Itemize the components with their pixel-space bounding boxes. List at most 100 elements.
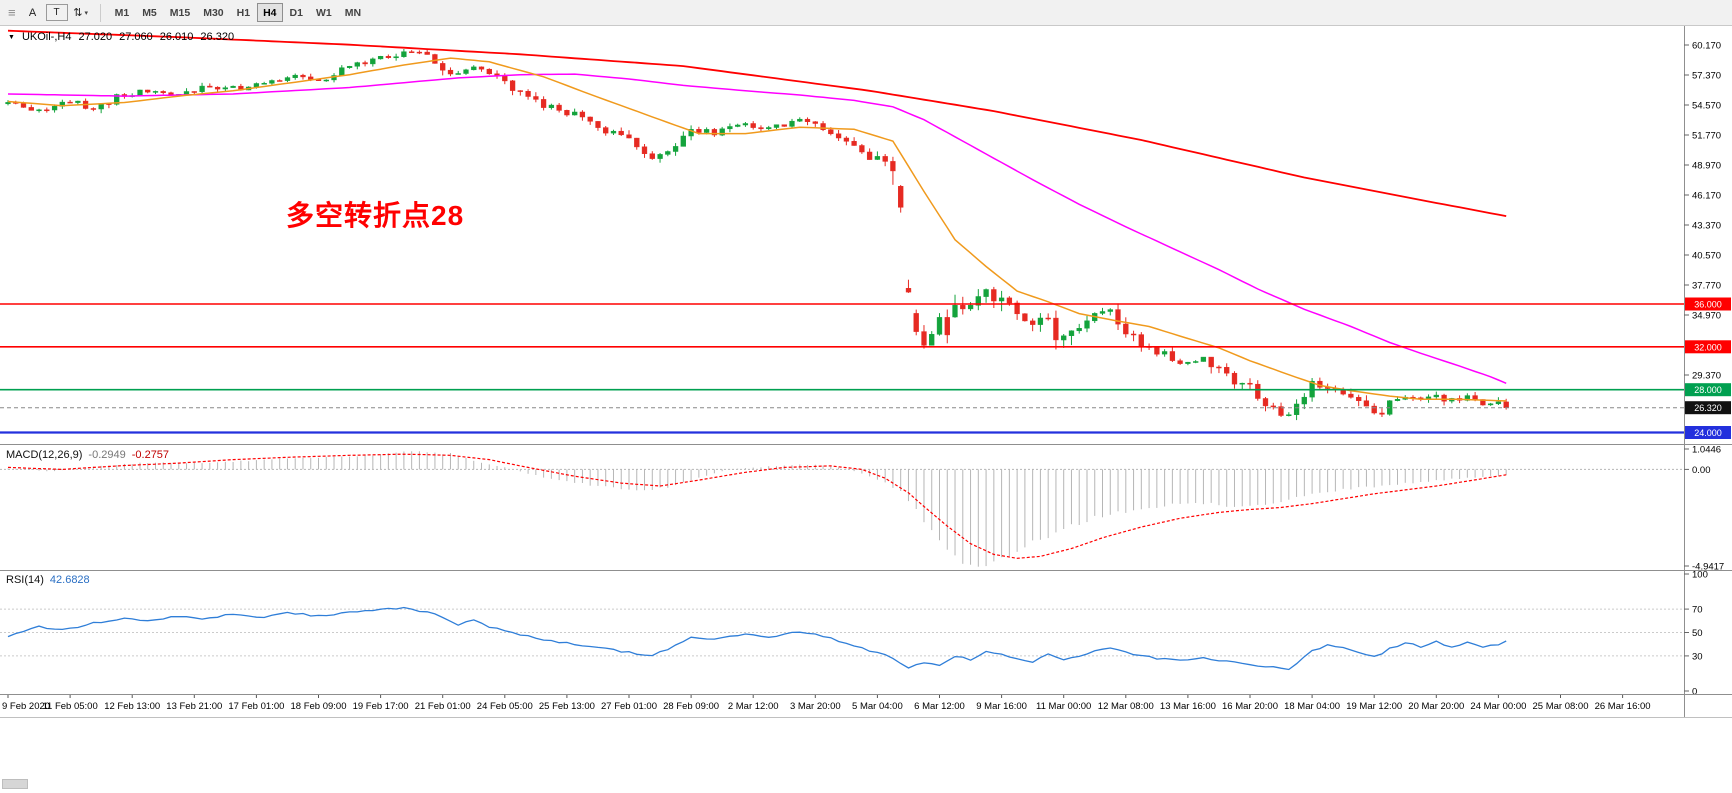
- toolbar-separator: [99, 3, 101, 22]
- svg-text:19 Feb 17:00: 19 Feb 17:00: [353, 701, 409, 712]
- svg-text:20 Mar 20:00: 20 Mar 20:00: [1408, 701, 1464, 712]
- svg-text:30: 30: [1692, 651, 1703, 662]
- drawing-tools-icon: ⇅: [73, 7, 83, 19]
- svg-text:100: 100: [1692, 570, 1708, 581]
- svg-text:0: 0: [1692, 687, 1697, 698]
- rsi-name: RSI(14): [6, 574, 44, 586]
- timeframe-button-mn[interactable]: MN: [339, 3, 367, 22]
- svg-text:28.000: 28.000: [1694, 385, 1722, 395]
- collapse-triangle-icon[interactable]: ▼: [8, 33, 15, 41]
- macd-main-value: -0.2949: [88, 449, 126, 461]
- symbol-readout: ▼ UKOil-,H4 27.020 27.060 26.010 26.320: [8, 31, 234, 43]
- svg-text:54.570: 54.570: [1692, 101, 1721, 112]
- macd-panel: 1.0446 0.00 -4.9417: [0, 445, 1724, 573]
- price-tag-36.000: 36.000: [1685, 297, 1731, 311]
- svg-text:9 Feb 2020: 9 Feb 2020: [2, 701, 50, 712]
- svg-text:24 Mar 00:00: 24 Mar 00:00: [1470, 701, 1526, 712]
- timeframe-button-m15[interactable]: M15: [164, 3, 196, 22]
- svg-text:57.370: 57.370: [1692, 71, 1721, 82]
- svg-text:24.000: 24.000: [1694, 428, 1722, 438]
- text-box-tool-button[interactable]: T: [45, 4, 68, 21]
- timeframe-button-m30[interactable]: M30: [197, 3, 229, 22]
- price-tag-24.000: 24.000: [1685, 426, 1731, 439]
- drawing-tools-dropdown-button[interactable]: ⇅ ▾: [70, 3, 92, 23]
- svg-text:29.370: 29.370: [1692, 371, 1721, 382]
- svg-text:1.0446: 1.0446: [1692, 445, 1721, 456]
- timeframe-button-m1[interactable]: M1: [109, 3, 136, 22]
- svg-text:26 Mar 16:00: 26 Mar 16:00: [1595, 701, 1651, 712]
- price-tag-32.000: 32.000: [1685, 340, 1731, 354]
- ma-red-slow-line: [7, 29, 1507, 217]
- macd-indicator-label: MACD(12,26,9) -0.2949 -0.2757: [6, 449, 169, 461]
- ma-orange-fast-line: [7, 57, 1507, 402]
- svg-text:27 Feb 01:00: 27 Feb 01:00: [601, 701, 657, 712]
- svg-text:3 Mar 20:00: 3 Mar 20:00: [790, 701, 841, 712]
- svg-text:17 Feb 01:00: 17 Feb 01:00: [228, 701, 284, 712]
- svg-text:16 Mar 20:00: 16 Mar 20:00: [1222, 701, 1278, 712]
- svg-text:25 Mar 08:00: 25 Mar 08:00: [1533, 701, 1589, 712]
- svg-text:-4.9417: -4.9417: [1692, 562, 1724, 573]
- svg-text:37.770: 37.770: [1692, 281, 1721, 292]
- price-tag-26.320: 26.320: [1685, 401, 1731, 415]
- timeframe-button-d1[interactable]: D1: [284, 3, 309, 22]
- svg-text:5 Mar 04:00: 5 Mar 04:00: [852, 701, 903, 712]
- svg-text:6 Mar 12:00: 6 Mar 12:00: [914, 701, 965, 712]
- svg-text:0.00: 0.00: [1692, 465, 1711, 476]
- svg-text:32.000: 32.000: [1694, 342, 1722, 352]
- chevron-down-icon: ▾: [84, 9, 88, 17]
- svg-text:46.170: 46.170: [1692, 191, 1721, 202]
- chart-canvas[interactable]: 60.170 57.370 54.570 51.770 48.970 46.170 43.3…: [0, 26, 1732, 793]
- chart-annotation-text[interactable]: 多空转折点28: [286, 200, 465, 231]
- timeframe-button-h1[interactable]: H1: [231, 3, 256, 22]
- macd-name: MACD(12,26,9): [6, 449, 83, 461]
- svg-text:12 Feb 13:00: 12 Feb 13:00: [104, 701, 160, 712]
- svg-text:2 Mar 12:00: 2 Mar 12:00: [728, 701, 779, 712]
- svg-text:36.000: 36.000: [1694, 300, 1722, 310]
- svg-text:34.970: 34.970: [1692, 311, 1721, 322]
- svg-text:26.320: 26.320: [1694, 403, 1722, 413]
- timeframe-button-m5[interactable]: M5: [136, 3, 163, 22]
- svg-text:70: 70: [1692, 605, 1703, 616]
- ohlc-low-value: 26.010: [159, 31, 194, 43]
- macd-signal-value: -0.2757: [131, 449, 170, 461]
- svg-text:9 Mar 16:00: 9 Mar 16:00: [976, 701, 1027, 712]
- svg-text:18 Mar 04:00: 18 Mar 04:00: [1284, 701, 1340, 712]
- top-toolbar: ≡ A T ⇅ ▾ M1 M5 M15 M30 H1 H4 D1 W1 MN: [0, 0, 1732, 26]
- ohlc-open-value: 27.020: [78, 31, 113, 43]
- svg-text:40.570: 40.570: [1692, 251, 1721, 262]
- rsi-value: 42.6828: [49, 574, 90, 586]
- price-tag-28.000: 28.000: [1685, 383, 1731, 397]
- timeframe-toolbar: M1 M5 M15 M30 H1 H4 D1 W1 MN: [109, 3, 367, 22]
- svg-text:25 Feb 13:00: 25 Feb 13:00: [539, 701, 595, 712]
- timeframe-button-w1[interactable]: W1: [310, 3, 338, 22]
- svg-text:51.770: 51.770: [1692, 131, 1721, 142]
- timeframe-button-h4[interactable]: H4: [257, 3, 283, 22]
- svg-text:11 Mar 00:00: 11 Mar 00:00: [1036, 701, 1091, 712]
- svg-text:24 Feb 05:00: 24 Feb 05:00: [477, 701, 533, 712]
- symbol-period-label: UKOil-,H4: [21, 31, 72, 43]
- panel-dividers: [0, 444, 1732, 718]
- candles-layer: [5, 49, 1509, 421]
- ma-magenta-mid-line: [7, 73, 1507, 384]
- svg-text:12 Mar 08:00: 12 Mar 08:00: [1098, 701, 1154, 712]
- toolbar-grip-icon: ≡: [8, 5, 16, 20]
- svg-text:11 Feb 05:00: 11 Feb 05:00: [42, 701, 97, 712]
- macd-signal-line: [7, 453, 1507, 559]
- svg-text:13 Mar 16:00: 13 Mar 16:00: [1160, 701, 1216, 712]
- svg-text:18 Feb 09:00: 18 Feb 09:00: [291, 701, 347, 712]
- svg-text:21 Feb 01:00: 21 Feb 01:00: [415, 701, 471, 712]
- ohlc-high-value: 27.060: [119, 31, 153, 43]
- text-label-tool-button[interactable]: A: [22, 3, 44, 23]
- svg-text:28 Feb 09:00: 28 Feb 09:00: [663, 701, 719, 712]
- rsi-indicator-label: RSI(14) 42.6828: [6, 574, 90, 586]
- svg-text:43.370: 43.370: [1692, 221, 1721, 232]
- macd-histogram: [7, 451, 1507, 567]
- svg-text:50: 50: [1692, 628, 1703, 639]
- bottom-left-fragment: [2, 779, 28, 789]
- price-axis: 60.170 57.370 54.570 51.770 48.970 46.170 43.3…: [1684, 26, 1731, 717]
- rsi-line: [7, 606, 1507, 671]
- svg-text:19 Mar 12:00: 19 Mar 12:00: [1346, 701, 1402, 712]
- horizontal-level-lines: [0, 303, 1684, 434]
- svg-text:60.170: 60.170: [1692, 41, 1721, 52]
